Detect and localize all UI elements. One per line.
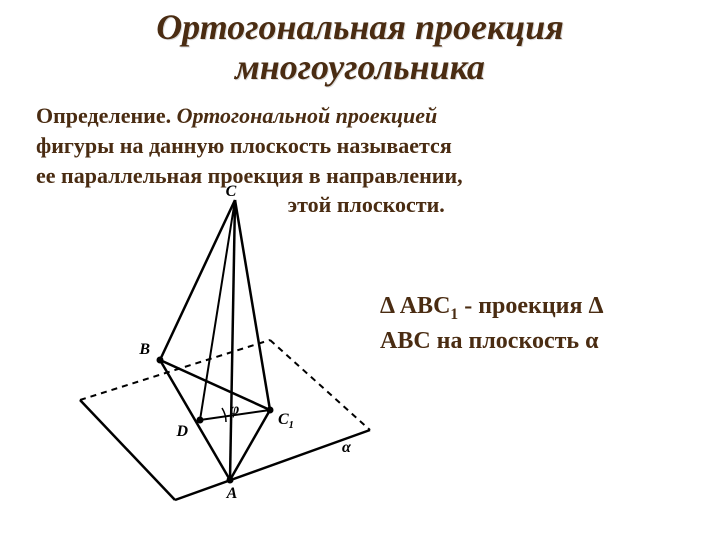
svg-text:α: α	[342, 439, 352, 456]
title-line2: многоугольника	[0, 48, 720, 88]
diagram: C B A D C1 φ α	[60, 180, 390, 510]
definition-label: Определение.	[36, 103, 171, 128]
diagram-svg: C B A D C1 φ α	[60, 180, 390, 510]
proj-prefix: Δ ABC	[380, 293, 450, 319]
svg-text:C: C	[226, 183, 237, 200]
svg-text:φ: φ	[230, 401, 239, 418]
proj-line2: ABC на плоскость α	[380, 328, 598, 354]
projection-statement: Δ ABC1 - проекция Δ ABC на плоскость α	[380, 290, 604, 357]
svg-text:C1: C1	[278, 411, 294, 431]
title-line1: Ортогональная проекция	[0, 8, 720, 48]
proj-mid: - проекция Δ	[458, 293, 603, 319]
page-title: Ортогональная проекция многоугольника	[0, 0, 720, 87]
svg-text:A: A	[226, 485, 238, 502]
svg-text:D: D	[175, 423, 188, 440]
definition-line1: фигуры на данную плоскость называется	[36, 133, 452, 158]
definition-term: Ортогональной проекцией	[177, 103, 438, 128]
svg-text:B: B	[138, 341, 150, 358]
